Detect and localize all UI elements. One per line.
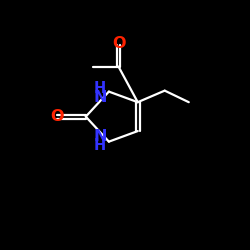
Text: H: H (94, 81, 106, 96)
Text: H: H (94, 138, 106, 153)
Text: O: O (50, 109, 64, 124)
Text: N: N (94, 129, 107, 144)
Text: N: N (94, 90, 107, 105)
Text: O: O (113, 36, 126, 51)
